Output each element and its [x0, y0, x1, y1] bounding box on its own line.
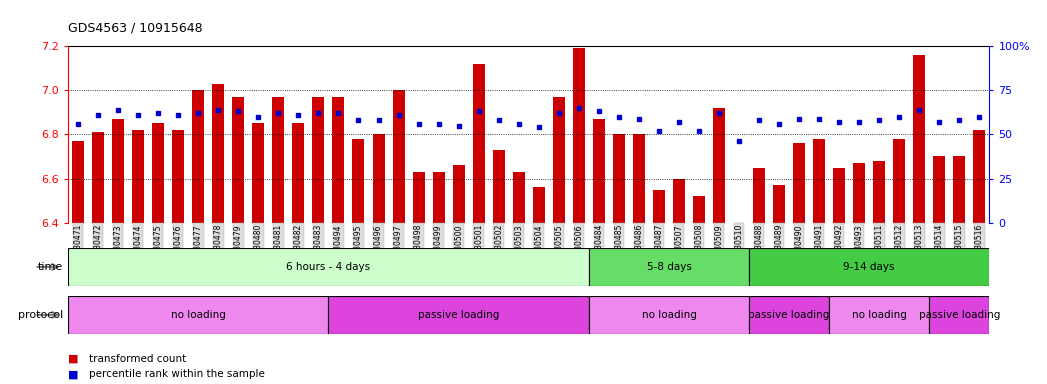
Text: ■: ■ — [68, 369, 79, 379]
Bar — [773, 185, 785, 223]
Bar — [833, 167, 845, 223]
Text: passive loading: passive loading — [749, 310, 830, 320]
Bar — [632, 134, 645, 223]
Bar — [68, 296, 329, 334]
Bar — [693, 196, 705, 223]
Text: passive loading: passive loading — [918, 310, 1000, 320]
Bar — [588, 296, 749, 334]
Bar — [112, 119, 125, 223]
Bar — [493, 150, 505, 223]
Bar — [373, 134, 384, 223]
Bar — [713, 108, 725, 223]
Bar — [513, 172, 525, 223]
Text: 6 hours - 4 days: 6 hours - 4 days — [287, 262, 371, 272]
Text: no loading: no loading — [852, 310, 907, 320]
Bar — [92, 132, 104, 223]
Bar — [588, 248, 749, 286]
Bar — [653, 190, 665, 223]
Bar — [312, 97, 325, 223]
Bar — [232, 97, 244, 223]
Bar — [749, 296, 829, 334]
Bar — [452, 165, 465, 223]
Bar — [814, 139, 825, 223]
Bar — [413, 172, 425, 223]
Bar — [974, 130, 985, 223]
Bar — [913, 55, 926, 223]
Bar — [853, 163, 865, 223]
Bar — [829, 296, 930, 334]
Text: 9-14 days: 9-14 days — [844, 262, 895, 272]
Bar — [72, 141, 84, 223]
Bar — [252, 123, 264, 223]
Bar — [553, 97, 564, 223]
Bar — [272, 97, 285, 223]
Text: no loading: no loading — [642, 310, 696, 320]
Bar — [794, 143, 805, 223]
Bar — [213, 84, 224, 223]
Text: protocol: protocol — [18, 310, 63, 320]
Bar — [612, 134, 625, 223]
Bar — [593, 119, 605, 223]
Text: passive loading: passive loading — [418, 310, 499, 320]
Bar — [472, 64, 485, 223]
Bar — [152, 123, 164, 223]
Bar — [353, 139, 364, 223]
Text: 5-8 days: 5-8 days — [646, 262, 691, 272]
Text: no loading: no loading — [171, 310, 226, 320]
Bar — [329, 296, 588, 334]
Bar — [893, 139, 906, 223]
Bar — [753, 167, 765, 223]
Bar — [533, 187, 544, 223]
Bar — [333, 97, 344, 223]
Bar — [193, 90, 204, 223]
Bar — [432, 172, 445, 223]
Text: percentile rank within the sample: percentile rank within the sample — [89, 369, 265, 379]
Bar — [68, 248, 588, 286]
Bar — [673, 179, 685, 223]
Bar — [933, 156, 945, 223]
Bar — [749, 248, 989, 286]
Bar — [573, 48, 585, 223]
Bar — [930, 296, 989, 334]
Bar — [393, 90, 404, 223]
Bar — [954, 156, 965, 223]
Bar — [292, 123, 305, 223]
Text: GDS4563 / 10915648: GDS4563 / 10915648 — [68, 22, 203, 35]
Text: transformed count: transformed count — [89, 354, 186, 364]
Bar — [172, 130, 184, 223]
Text: time: time — [38, 262, 63, 272]
Bar — [873, 161, 886, 223]
Text: ■: ■ — [68, 354, 79, 364]
Bar — [132, 130, 144, 223]
